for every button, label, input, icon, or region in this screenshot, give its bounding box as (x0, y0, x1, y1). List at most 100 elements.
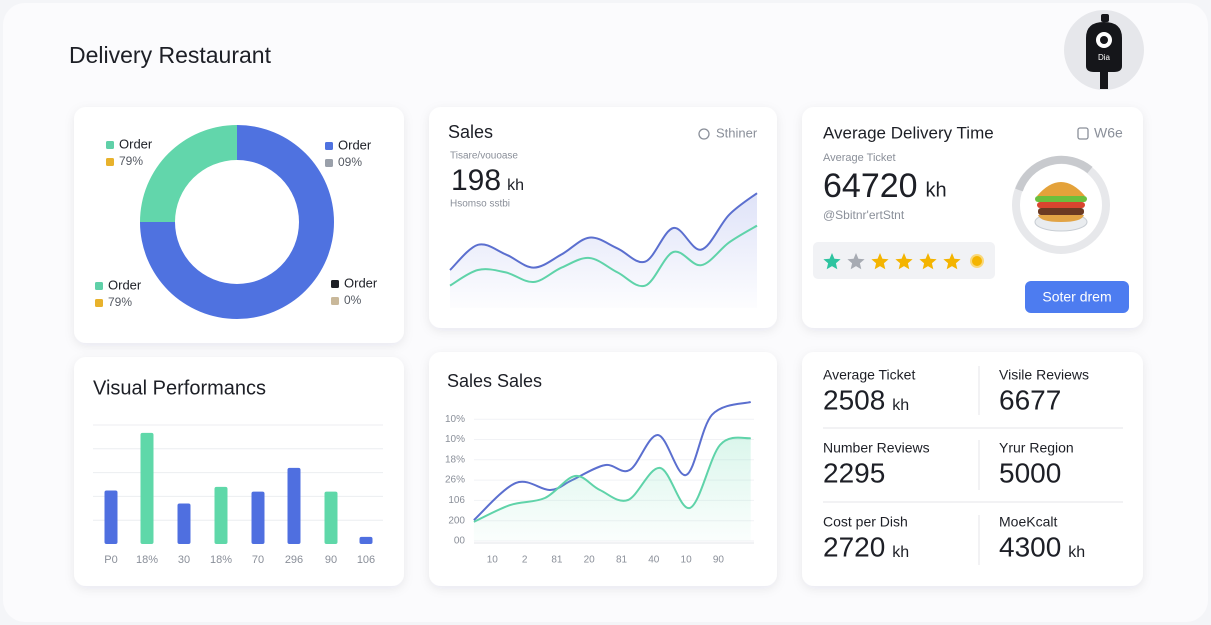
legend-name: Order (119, 136, 153, 151)
burger-icon (1034, 182, 1088, 232)
star (823, 253, 841, 270)
bar (359, 536, 373, 544)
legend-name: Order (344, 275, 378, 290)
star (895, 253, 913, 270)
stat-label: Number Reviews (823, 440, 930, 456)
x-tick-label: 81 (551, 555, 563, 566)
legend-label: 0% (344, 293, 362, 307)
star-dot (970, 254, 984, 268)
star (943, 253, 961, 270)
stat-value: 6677 (999, 384, 1061, 415)
card-action[interactable]: Sthiner (716, 125, 758, 140)
bar (251, 491, 265, 544)
legend-swatch (95, 282, 103, 290)
legend-swatch (325, 142, 333, 150)
avatar-shape (1100, 72, 1108, 89)
bar (287, 467, 301, 544)
primary-button[interactable] (1025, 281, 1129, 313)
stat-label: MoeKcalt (999, 514, 1057, 530)
avatar-pupil (1100, 36, 1108, 44)
caption: @Sbitnr'ertStnt (823, 208, 905, 222)
star (847, 253, 865, 270)
avatar[interactable]: Dia (1064, 10, 1144, 90)
x-tick-label: 90 (325, 554, 337, 566)
x-tick-label: 10 (487, 555, 499, 566)
x-tick-label: 18% (136, 554, 158, 566)
stat-label: Visile Reviews (999, 367, 1089, 383)
x-tick-label: 296 (285, 554, 303, 566)
x-tick-label: 90 (713, 555, 725, 566)
legend-swatch (325, 159, 333, 167)
stat-value: 4300 (999, 531, 1061, 562)
legend-label: 79% (119, 154, 143, 168)
bun (1038, 215, 1084, 222)
y-tick-label: 18% (445, 454, 465, 465)
avatar-shape (1101, 14, 1109, 22)
donut-segment (140, 125, 237, 222)
donut-card (74, 107, 404, 343)
card-title: Visual Performancs (93, 377, 266, 399)
x-tick-label: 81 (616, 555, 628, 566)
patty (1038, 208, 1084, 215)
bar (324, 491, 338, 544)
star (919, 253, 937, 270)
avatar-label: Dia (1098, 53, 1111, 62)
unit: kh (926, 179, 947, 201)
x-tick-label: 106 (357, 554, 375, 566)
lettuce (1035, 196, 1087, 202)
legend-swatch (106, 158, 114, 166)
kicker: Average Ticket (823, 152, 896, 164)
caption: Hsomso sstbi (450, 199, 510, 210)
y-tick-label: 200 (448, 515, 465, 526)
unit: kh (507, 177, 524, 194)
stat-label: Average Ticket (823, 367, 915, 383)
bar (104, 490, 118, 544)
area (473, 437, 751, 541)
stat-value: 5000 (999, 457, 1061, 488)
y-tick-label: 106 (448, 495, 465, 506)
legend-label: 79% (108, 295, 132, 309)
icon (698, 128, 710, 140)
legend-name: Order (338, 137, 372, 152)
y-tick-label: 26% (445, 475, 465, 486)
stat-label: Cost per Dish (823, 514, 908, 530)
x-tick-label: 18% (210, 554, 232, 566)
x-tick-label: P0 (104, 554, 117, 566)
y-tick-label: 00 (454, 536, 466, 547)
line (473, 436, 751, 523)
x-tick-label: 10 (681, 555, 693, 566)
stat-label: Yrur Region (999, 440, 1074, 456)
stat-value: 2720 (823, 531, 885, 562)
legend-label: 09% (338, 155, 362, 169)
y-tick-label: 10% (445, 414, 465, 425)
stats-card (802, 352, 1143, 586)
stat-value: 2508 (823, 384, 885, 415)
kicker: Tisare/vouoase (450, 151, 518, 162)
button-label[interactable]: Soter drem (1042, 289, 1111, 305)
tomato (1037, 202, 1085, 208)
big-value: 64720 (823, 167, 918, 205)
dividers (823, 366, 1123, 565)
x-tick-label: 20 (584, 555, 596, 566)
card-title: Sales (448, 122, 493, 142)
stat-unit: kh (892, 544, 909, 561)
area (450, 193, 757, 308)
card-title: Average Delivery Time (823, 123, 994, 142)
bun (1037, 182, 1085, 196)
x-tick-label: 2 (522, 555, 528, 566)
card-title: Sales Sales (447, 371, 542, 391)
donut-segment (140, 125, 334, 319)
card-action[interactable]: W6e (1094, 125, 1123, 141)
bar (140, 432, 154, 544)
y-tick-label: 10% (445, 434, 465, 445)
line (449, 192, 758, 271)
line (449, 224, 758, 288)
x-tick-label: 40 (648, 555, 660, 566)
icon (1077, 127, 1089, 140)
big-value: 198 (451, 164, 501, 197)
legend-swatch (331, 280, 339, 288)
stat-unit: kh (1068, 544, 1085, 561)
x-tick-label: 30 (178, 554, 190, 566)
